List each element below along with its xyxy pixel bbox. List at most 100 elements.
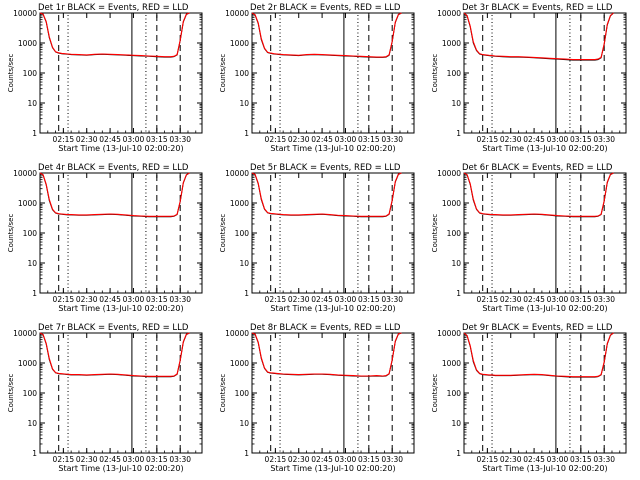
panel-title: Det 9r BLACK = Events, RED = LLD — [462, 323, 613, 333]
y-tick-label: 100 — [23, 69, 38, 78]
panel-title: Det 7r BLACK = Events, RED = LLD — [38, 323, 189, 333]
x-tick-label: 03:15 — [570, 295, 592, 304]
detector-panel-6: Det 6r BLACK = Events, RED = LLD 1 10 100 10… — [431, 163, 627, 313]
y-tick-label: 10 — [27, 419, 37, 428]
x-axis-label: Start Time (13-Jul-10 02:00:20) — [482, 144, 607, 153]
lld-series-line — [463, 12, 614, 61]
x-tick-label: 02:30 — [76, 135, 98, 144]
x-axis-label: Start Time (13-Jul-10 02:00:20) — [58, 144, 183, 153]
panel-title: Det 8r BLACK = Events, RED = LLD — [250, 323, 401, 333]
y-tick-label: 10 — [451, 259, 461, 268]
y-tick-label: 1000 — [230, 39, 249, 48]
events-series-line — [39, 172, 190, 218]
x-tick-label: 02:45 — [311, 135, 333, 144]
events-series-line — [463, 172, 614, 218]
x-tick-label: 03:15 — [358, 135, 380, 144]
y-tick-label: 1000 — [230, 359, 249, 368]
x-tick-label: 02:15 — [265, 135, 287, 144]
y-tick-label: 10000 — [225, 329, 249, 338]
x-axis-label: Start Time (13-Jul-10 02:00:20) — [58, 464, 183, 473]
detector-panel-4: Det 4r BLACK = Events, RED = LLD 1 10 100 10… — [7, 163, 203, 313]
lld-series-line — [463, 172, 614, 217]
y-tick-label: 10 — [239, 99, 249, 108]
x-tick-label: 03:30 — [169, 295, 191, 304]
detector-panel-3: Det 3r BLACK = Events, RED = LLD 1 10 100 10… — [431, 3, 627, 153]
x-tick-label: 02:15 — [477, 135, 499, 144]
x-tick-label: 02:30 — [500, 135, 522, 144]
y-tick-label: 10000 — [13, 169, 37, 178]
y-tick-label: 1 — [456, 289, 461, 298]
y-axis-label: Counts/sec — [7, 214, 15, 253]
x-tick-label: 02:45 — [523, 455, 545, 464]
panel-title: Det 3r BLACK = Events, RED = LLD — [462, 3, 613, 13]
y-tick-label: 1000 — [442, 359, 461, 368]
panel-title: Det 6r BLACK = Events, RED = LLD — [462, 163, 613, 173]
x-tick-label: 02:30 — [76, 295, 98, 304]
x-tick-label: 03:30 — [381, 295, 403, 304]
lld-series-line — [463, 332, 614, 378]
events-series-line — [39, 332, 190, 378]
x-axis-label: Start Time (13-Jul-10 02:00:20) — [270, 464, 395, 473]
events-series-line — [251, 12, 402, 58]
x-tick-label: 03:30 — [593, 295, 615, 304]
y-tick-label: 100 — [235, 69, 250, 78]
panel-title: Det 1r BLACK = Events, RED = LLD — [38, 3, 189, 13]
x-tick-label: 03:15 — [358, 295, 380, 304]
x-tick-label: 02:45 — [311, 455, 333, 464]
lld-series-line — [39, 12, 190, 58]
events-series-line — [463, 332, 614, 378]
plot-frame — [463, 332, 627, 454]
y-tick-label: 10 — [451, 419, 461, 428]
x-tick-label: 02:45 — [523, 295, 545, 304]
y-tick-label: 1 — [32, 449, 37, 458]
y-axis-label: Counts/sec — [431, 374, 439, 413]
y-tick-label: 100 — [235, 389, 250, 398]
x-tick-label: 02:45 — [311, 295, 333, 304]
y-tick-label: 1 — [456, 449, 461, 458]
x-axis-label: Start Time (13-Jul-10 02:00:20) — [270, 304, 395, 313]
x-tick-label: 02:15 — [477, 455, 499, 464]
x-tick-label: 02:30 — [288, 135, 310, 144]
y-tick-label: 10 — [27, 259, 37, 268]
x-tick-label: 02:45 — [523, 135, 545, 144]
y-axis-label: Counts/sec — [219, 54, 227, 93]
events-series-line — [251, 332, 402, 377]
y-tick-label: 10 — [239, 259, 249, 268]
plot-frame — [251, 12, 415, 134]
plot-frame — [251, 172, 415, 294]
panel-title: Det 2r BLACK = Events, RED = LLD — [250, 3, 401, 13]
x-tick-label: 02:30 — [500, 295, 522, 304]
x-tick-label: 02:30 — [288, 295, 310, 304]
y-tick-label: 10000 — [225, 169, 249, 178]
y-tick-label: 100 — [447, 69, 462, 78]
lld-series-line — [39, 332, 190, 377]
y-tick-label: 10000 — [437, 329, 461, 338]
y-tick-label: 1000 — [18, 359, 37, 368]
lld-series-line — [251, 172, 402, 217]
x-tick-label: 02:15 — [265, 295, 287, 304]
y-tick-label: 1 — [244, 449, 249, 458]
y-tick-label: 10000 — [437, 9, 461, 18]
x-tick-label: 03:00 — [335, 135, 357, 144]
panel-title: Det 4r BLACK = Events, RED = LLD — [38, 163, 189, 173]
y-tick-label: 100 — [447, 389, 462, 398]
y-tick-label: 100 — [23, 389, 38, 398]
x-axis-label: Start Time (13-Jul-10 02:00:20) — [58, 304, 183, 313]
x-tick-label: 03:00 — [547, 295, 569, 304]
x-tick-label: 03:30 — [381, 135, 403, 144]
detector-panel-9: Det 9r BLACK = Events, RED = LLD 1 10 100 10… — [431, 323, 627, 473]
x-tick-label: 03:00 — [547, 455, 569, 464]
x-tick-label: 03:15 — [146, 295, 168, 304]
x-tick-label: 02:45 — [99, 295, 121, 304]
y-axis-label: Counts/sec — [219, 374, 227, 413]
y-tick-label: 1000 — [442, 199, 461, 208]
y-tick-label: 1000 — [230, 199, 249, 208]
y-tick-label: 10 — [27, 99, 37, 108]
x-tick-label: 03:30 — [593, 455, 615, 464]
y-tick-label: 100 — [235, 229, 250, 238]
x-tick-label: 02:15 — [53, 455, 75, 464]
x-axis-label: Start Time (13-Jul-10 02:00:20) — [270, 144, 395, 153]
y-tick-label: 100 — [447, 229, 462, 238]
y-tick-label: 1 — [32, 289, 37, 298]
